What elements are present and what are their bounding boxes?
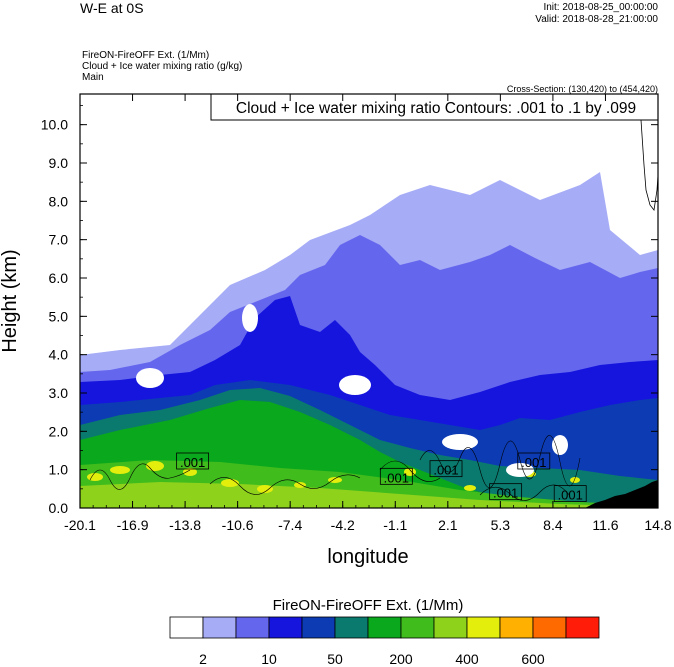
contour-label: .001 (558, 488, 583, 503)
x-tick-label: -10.6 (222, 517, 254, 533)
contour-label: .001 (180, 455, 205, 470)
colorbar-swatch (301, 616, 336, 639)
contour-labels: .001 .001 .001 .001 .001 .001 (176, 452, 587, 503)
contour-label-box (553, 485, 587, 502)
x-tick-label: -1.1 (383, 517, 407, 533)
y-axis: 0.0 1.0 2.0 3.0 4.0 5.0 6.0 7.0 8.0 9.0 10.0 (41, 105, 658, 516)
colorbar-swatch (499, 616, 534, 639)
x-tick-label: -16.9 (117, 517, 149, 533)
x-axis-label: longitude (327, 546, 408, 568)
contour-label-box (517, 452, 551, 470)
colorbar-label: 600 (521, 651, 545, 667)
colorbar-swatch (202, 616, 237, 639)
colorbar-swatch (466, 616, 501, 639)
cross-section-label: Cross-Section: (130,420) to (454,420) (506, 84, 658, 94)
y-axis-label: Height (km) (0, 249, 21, 352)
y-tick-label: 5.0 (49, 308, 69, 324)
contour-label-box (379, 467, 413, 485)
contour-label: .001 (521, 455, 546, 470)
x-tick-label: 8.4 (543, 517, 563, 533)
valid-time: Valid: 2018-08-28_21:00:00 (535, 14, 658, 25)
contour-label-box (176, 452, 210, 470)
x-tick-label: -20.1 (64, 517, 96, 533)
colorbar-label: 50 (327, 651, 343, 667)
extinction-field (80, 94, 658, 508)
y-tick-label: 8.0 (49, 193, 69, 209)
colorbar-swatch (235, 616, 270, 639)
colorbar-swatch (169, 616, 204, 639)
y-tick-label: 7.0 (49, 232, 69, 248)
colorbar-swatch (400, 616, 435, 639)
x-tick-label: 5.3 (491, 517, 511, 533)
x-axis: -20.1 -16.9 -13.8 -10.6 -7.4 -4.2 -1.1 2.1 5.3 8.… (64, 94, 672, 533)
y-tick-label: 1.0 (49, 462, 69, 478)
y-tick-label: 0.0 (49, 500, 69, 516)
colorbar-swatch (367, 616, 402, 639)
colorbar-swatch (334, 616, 369, 639)
colorbar-title: FireON-FireOFF Ext. (1/Mm) (273, 597, 464, 614)
contour-label-box (489, 483, 523, 501)
y-tick-label: 2.0 (49, 423, 69, 439)
x-tick-label: -7.4 (278, 517, 302, 533)
contour-legend-box (210, 93, 659, 121)
x-tick-label: -4.2 (331, 517, 355, 533)
x-tick-label: 14.8 (644, 517, 671, 533)
y-tick-label: 6.0 (49, 270, 69, 286)
init-time: Init: 2018-08-25_00:00:00 (543, 2, 658, 13)
contour-label: .001 (433, 463, 458, 478)
contour-label: .001 (384, 470, 409, 485)
y-tick-label: 9.0 (49, 155, 69, 171)
chart-main-title: W-E at 0S (80, 0, 144, 16)
colorbar-swatch (532, 616, 567, 639)
contour-label-box (429, 460, 463, 478)
contour-legend: Cloud + Ice water mixing ratio Contours:… (236, 100, 636, 117)
colorbar-label: 10 (261, 651, 277, 667)
colorbar-swatch (565, 616, 600, 639)
colorbar-label: 400 (455, 651, 479, 667)
x-tick-label: -13.8 (169, 517, 201, 533)
y-tick-label: 3.0 (49, 385, 69, 401)
colorbar-swatch (433, 616, 468, 639)
y-tick-label: 4.0 (49, 347, 69, 363)
field-line-main: Main (82, 72, 104, 83)
colorbar-label: 200 (389, 651, 413, 667)
field-line-extinction: FireON-FireOFF Ext. (1/Mm) (82, 50, 210, 61)
colorbar: 2 10 50 200 400 600 (169, 616, 600, 667)
x-tick-label: 11.6 (592, 517, 618, 533)
x-tick-label: 2.1 (438, 517, 458, 533)
y-tick-label: 10.0 (41, 117, 68, 133)
contour-label: .001 (493, 486, 518, 501)
field-line-cloud-ice: Cloud + Ice water mixing ratio (g/kg) (82, 61, 243, 72)
colorbar-label: 2 (199, 651, 207, 667)
colorbar-swatch (268, 616, 303, 639)
